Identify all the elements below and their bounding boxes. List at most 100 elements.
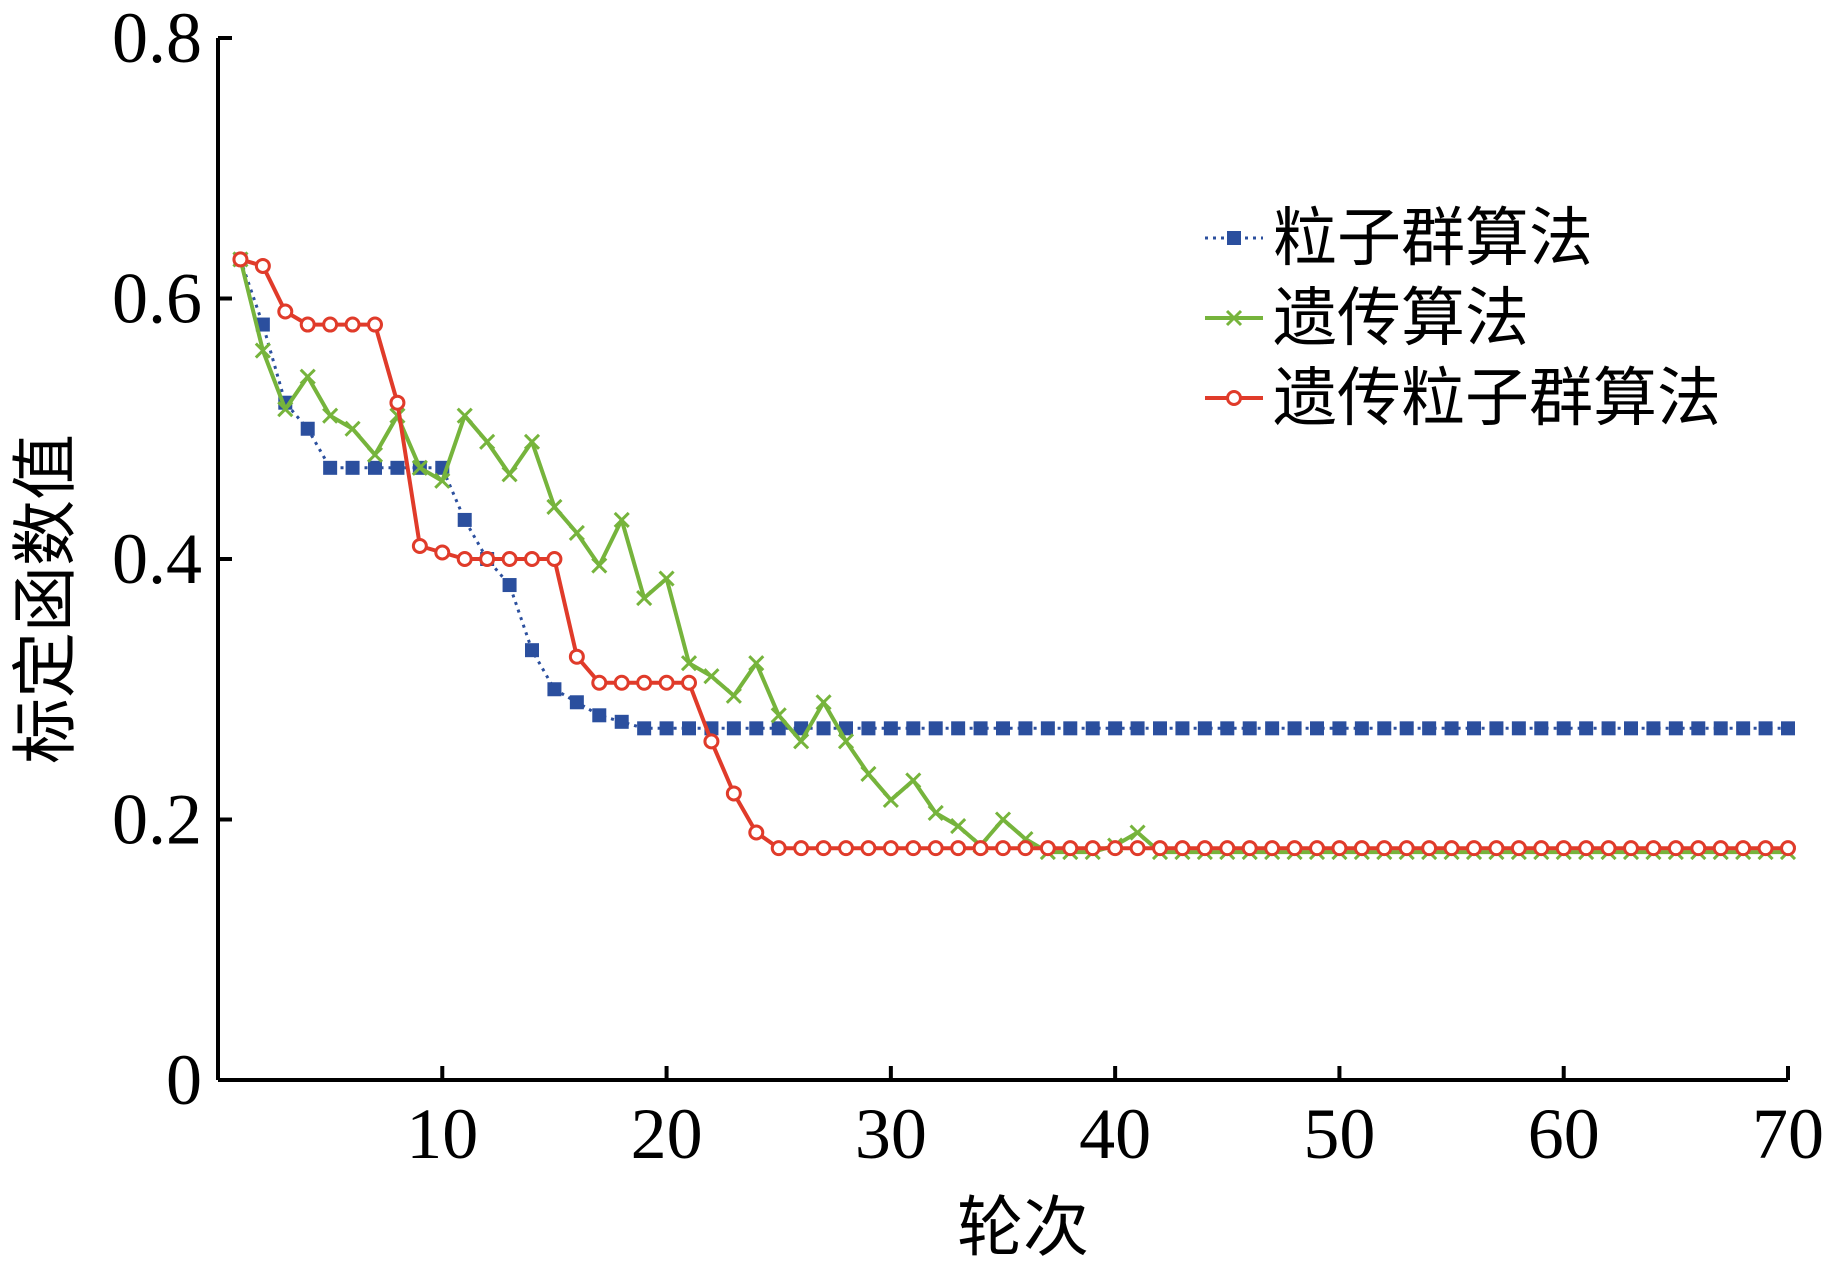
data-point	[837, 733, 855, 750]
data-point	[591, 674, 608, 691]
data-point	[1129, 824, 1146, 841]
data-point	[501, 466, 518, 483]
data-point	[1510, 840, 1527, 857]
data-point	[637, 721, 652, 736]
data-point	[546, 551, 563, 567]
data-point	[1712, 840, 1729, 857]
series-1	[233, 252, 1795, 736]
data-point	[254, 342, 271, 359]
data-point	[815, 840, 832, 857]
data-point	[1579, 721, 1594, 736]
data-point	[1443, 840, 1460, 857]
data-point	[299, 316, 316, 333]
data-point	[300, 421, 315, 436]
data-point	[524, 551, 540, 567]
data-point	[658, 674, 675, 691]
data-point	[680, 655, 698, 672]
data-point	[299, 368, 316, 385]
data-point	[815, 694, 832, 711]
data-point	[1130, 721, 1145, 736]
data-point	[1646, 721, 1661, 736]
data-point	[883, 721, 898, 736]
y-tick-label: 0	[166, 1040, 202, 1120]
data-point	[1511, 721, 1526, 736]
data-point	[1107, 840, 1124, 857]
data-point	[434, 472, 451, 489]
data-point	[1225, 309, 1243, 327]
data-point	[703, 733, 720, 750]
data-point	[389, 394, 406, 411]
data-point	[411, 537, 428, 554]
x-tick-label: 40	[1079, 1094, 1151, 1174]
data-point	[972, 840, 989, 857]
data-point	[995, 840, 1011, 857]
data-point	[1645, 840, 1662, 857]
data-point	[277, 401, 294, 418]
data-point	[1197, 721, 1212, 736]
data-point	[1758, 721, 1773, 736]
data-point	[523, 433, 541, 450]
data-point	[636, 674, 653, 691]
data-point	[502, 578, 517, 593]
series-line	[239, 257, 1788, 851]
data-point	[882, 840, 899, 857]
data-point	[1624, 721, 1638, 736]
data-point	[1242, 721, 1257, 736]
legend-label: 遗传粒子群算法	[1273, 362, 1721, 436]
data-point	[1084, 840, 1101, 857]
data-point	[928, 721, 943, 736]
y-axis-title: 标定函数值	[7, 434, 84, 764]
data-point	[1287, 721, 1302, 736]
data-point	[1555, 840, 1572, 857]
x-tick-label: 20	[631, 1094, 703, 1174]
data-point	[1667, 840, 1684, 857]
data-point	[1781, 721, 1795, 736]
y-tick-label: 0.4	[112, 519, 202, 599]
data-point	[748, 655, 765, 672]
data-point	[1488, 840, 1505, 857]
data-point	[1578, 840, 1595, 857]
data-point	[367, 316, 383, 333]
data-point	[994, 811, 1012, 828]
data-point	[973, 721, 988, 736]
data-point	[1533, 840, 1550, 857]
data-point	[568, 648, 585, 665]
series-3	[232, 251, 1796, 857]
data-point	[1556, 721, 1571, 736]
data-point	[1354, 721, 1369, 736]
data-point	[1421, 840, 1438, 857]
data-point	[1691, 721, 1706, 736]
data-point	[838, 840, 854, 857]
data-point	[1152, 840, 1168, 857]
y-ticks: 0 0.2 0.4 0.6 0.8	[112, 0, 232, 1120]
data-point	[1264, 840, 1281, 857]
data-point	[793, 733, 810, 750]
data-point	[860, 840, 877, 857]
data-point	[1017, 840, 1034, 857]
data-point	[1780, 840, 1796, 857]
data-point	[905, 840, 922, 857]
data-point	[1690, 840, 1707, 857]
data-point	[749, 721, 764, 736]
data-point	[1353, 840, 1370, 857]
x-axis-title: 轮次	[957, 1189, 1089, 1266]
y-tick-label: 0.2	[112, 780, 202, 860]
data-point	[1018, 721, 1033, 736]
x-tick-label: 30	[855, 1094, 927, 1174]
data-point	[1310, 721, 1324, 736]
y-tick-label: 0.6	[112, 259, 202, 339]
y-tick-label: 0.8	[112, 0, 202, 78]
data-point	[1039, 840, 1056, 857]
data-point	[592, 708, 607, 723]
data-point	[232, 251, 249, 268]
x-tick-label: 50	[1303, 1094, 1375, 1174]
data-point	[456, 407, 473, 424]
data-point	[658, 570, 675, 587]
data-point	[322, 316, 339, 333]
data-point	[726, 721, 741, 736]
data-point	[1422, 721, 1437, 736]
data-point	[546, 498, 563, 515]
data-point	[568, 524, 585, 542]
data-point	[479, 551, 496, 567]
